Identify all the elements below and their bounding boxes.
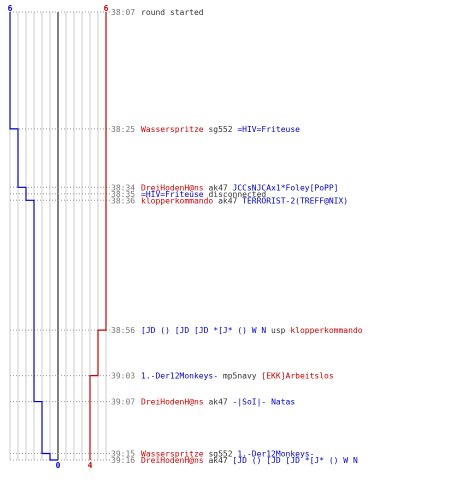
event-time: 39:07 — [111, 398, 135, 407]
event-time: 38:36 — [111, 196, 135, 205]
blue-team-step-line — [9, 12, 58, 461]
event-detail: usp — [266, 326, 290, 335]
event-time: 38:34 — [111, 183, 135, 192]
red-player-name: klopperkommando — [290, 326, 362, 335]
blue-player-name: =HIV=Friteuse — [237, 125, 300, 134]
event-time: 38:25 — [111, 125, 135, 134]
event-time: 38:56 — [111, 326, 135, 335]
event-time: 38:07 — [111, 8, 135, 17]
event-time: 39:03 — [111, 372, 135, 381]
red-player-name: DreiHodenH@ns — [141, 183, 204, 192]
blue-start-score-label: 6 — [8, 4, 13, 13]
event-detail: sg552 — [204, 125, 238, 134]
blue-player-name: 1.-Der12Monkeys- — [141, 372, 218, 381]
blue-player-name: TERRORIST-2(TREFF@NIX) — [242, 196, 348, 205]
event-text: round started — [141, 8, 204, 17]
red-team-step-line — [89, 12, 107, 460]
event-text: =HIV=Friteuse disconnected — [141, 190, 266, 199]
red-player-name: DreiHodenH@ns — [141, 456, 204, 465]
red-player-name: DreiHodenH@ns — [141, 398, 204, 407]
event-detail: round started — [141, 8, 204, 17]
event-time: 38:35 — [111, 190, 135, 199]
event-detail: sg552 — [204, 450, 238, 459]
red-player-name: [EKK]Arbeitslos — [261, 372, 333, 381]
event-detail: ak47 — [204, 183, 233, 192]
event-detail: mp5navy — [218, 372, 261, 381]
event-text: Wasserspritze sg552 =HIV=Friteuse — [141, 125, 300, 134]
red-player-name: Wasserspritze — [141, 450, 204, 459]
event-text: DreiHodenH@ns ak47 JCCsNJCAx1*Foley[PoPP… — [141, 183, 339, 192]
event-detail: ak47 — [204, 398, 233, 407]
blue-player-name: 1.-Der12Monkeys- — [237, 450, 314, 459]
red-player-name: klopperkommando — [141, 196, 213, 205]
event-time: 39:15 — [111, 450, 135, 459]
red-player-name: Wasserspritze — [141, 125, 204, 134]
blue-end-score-label: 0 — [56, 461, 61, 470]
event-text: Wasserspritze sg552 1.-Der12Monkeys- — [141, 450, 314, 459]
event-detail: ak47 — [213, 196, 242, 205]
blue-player-name: JCCsNJCAx1*Foley[PoPP] — [233, 183, 339, 192]
blue-player-name: -|SoI|- Natas — [233, 398, 296, 407]
blue-player-name: =HIV=Friteuse — [141, 190, 204, 199]
red-end-score-label: 4 — [88, 461, 93, 470]
event-detail: ak47 — [204, 456, 233, 465]
event-text: [JD () [JD [JD *[J* () W N usp klopperko… — [141, 326, 363, 335]
event-text: klopperkommando ak47 TERRORIST-2(TREFF@N… — [141, 196, 348, 205]
event-text: DreiHodenH@ns ak47 -|SoI|- Natas — [141, 398, 295, 407]
red-start-score-label: 6 — [104, 4, 109, 13]
event-detail: disconnected — [204, 190, 267, 199]
blue-player-name: [JD () [JD [JD *[J* () W N — [141, 326, 266, 335]
event-text: DreiHodenH@ns ak47 [JD () [JD [JD *[J* (… — [141, 456, 358, 465]
event-time: 39:16 — [111, 456, 135, 465]
event-text: 1.-Der12Monkeys- mp5navy [EKK]Arbeitslos — [141, 372, 334, 381]
blue-player-name: [JD () [JD [JD *[J* () W N — [233, 456, 358, 465]
